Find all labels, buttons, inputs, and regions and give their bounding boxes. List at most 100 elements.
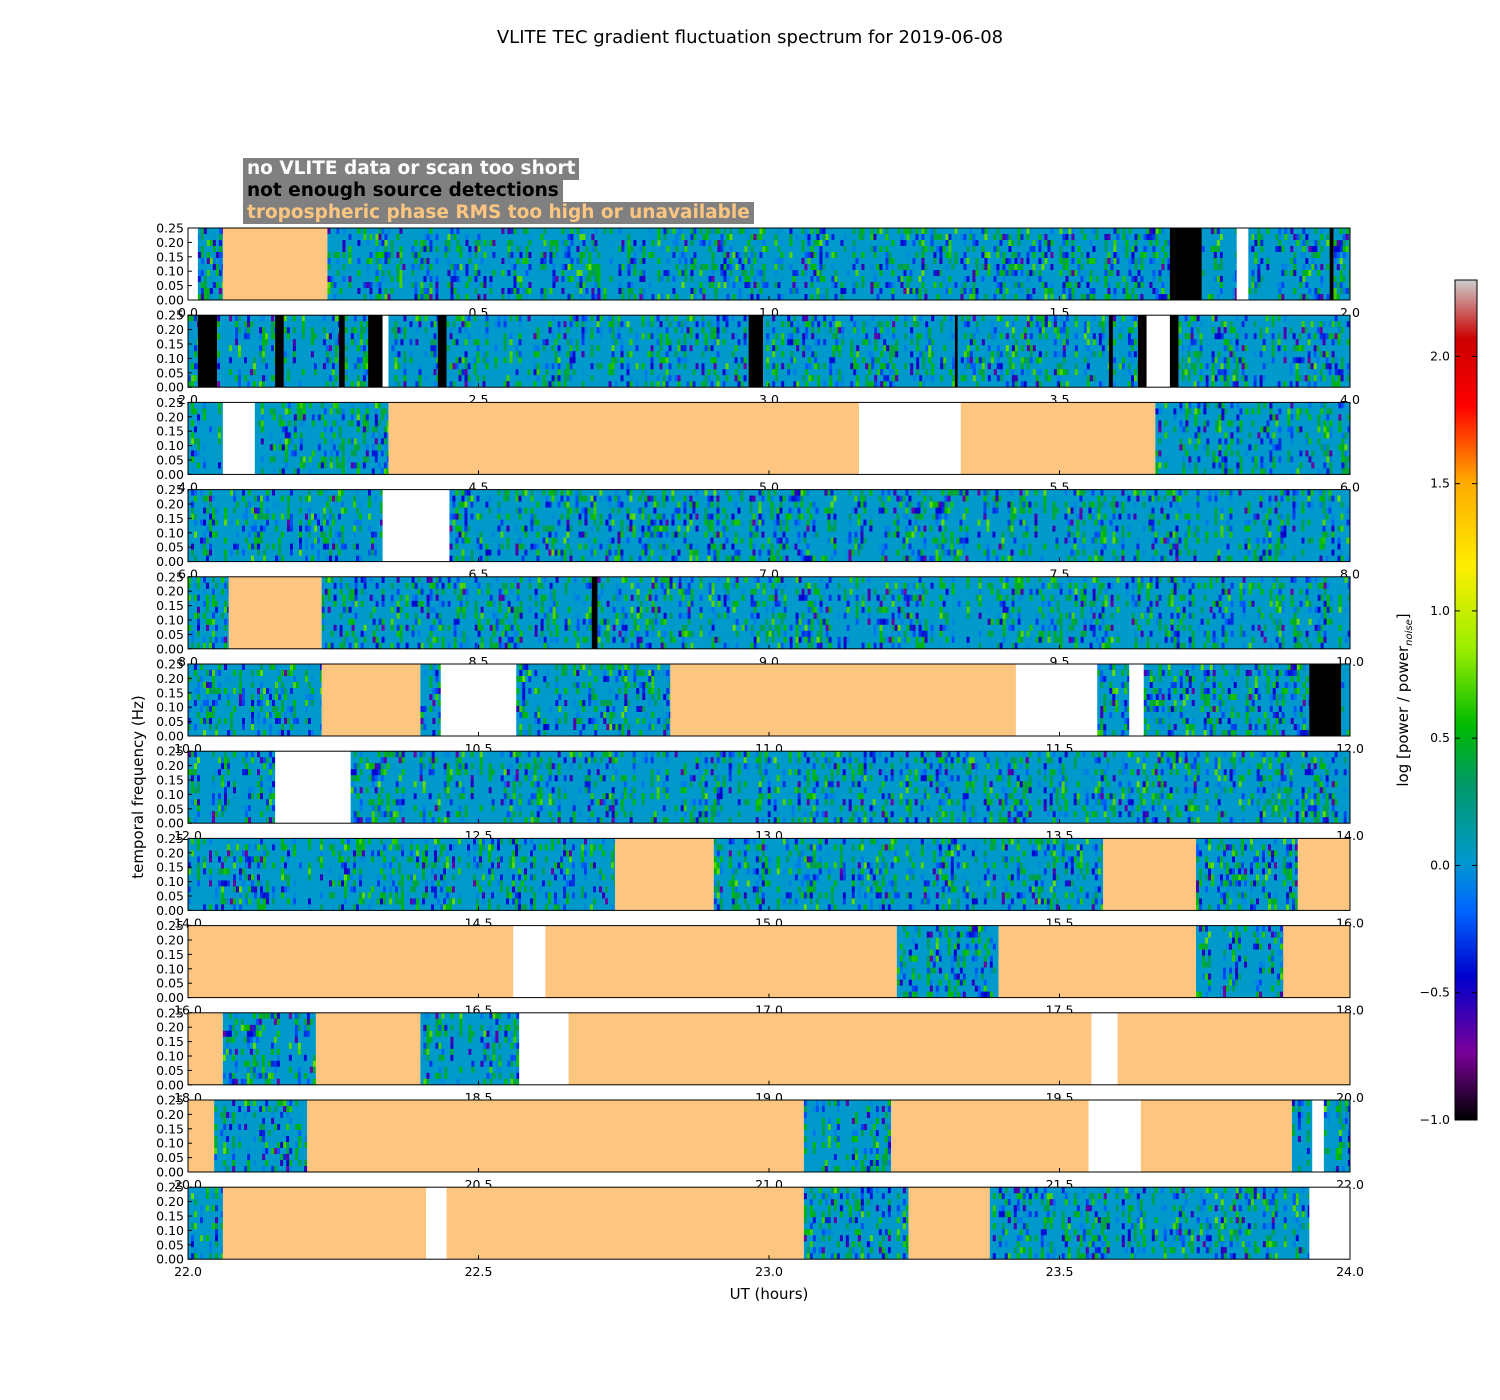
spectrum-cell (468, 234, 471, 240)
spectrum-cell (495, 288, 498, 294)
spectrum-cell (420, 294, 423, 300)
spectrum-cell (438, 270, 441, 276)
spectrum-cell (387, 270, 390, 276)
spectrum-cell (366, 264, 369, 270)
spectrum-cell (510, 246, 513, 252)
spectrum-cell (384, 264, 387, 270)
spectrum-cell (411, 264, 414, 270)
spectrum-cell (201, 288, 204, 294)
spectrum-cell (507, 270, 510, 276)
spectrum-cell (603, 252, 606, 258)
spectrum-cell (564, 228, 567, 234)
spectrum-cell (549, 258, 552, 264)
spectrum-cell (339, 276, 342, 282)
spectrum-cell (612, 264, 615, 270)
spectrum-cell (555, 234, 558, 240)
spectrum-cell (402, 246, 405, 252)
spectrum-cell (216, 258, 219, 264)
spectrum-cell (489, 258, 492, 264)
spectrum-cell (378, 234, 381, 240)
spectrum-cell (342, 288, 345, 294)
spectrum-cell (558, 282, 561, 288)
spectrum-cell (207, 258, 210, 264)
spectrum-cell (408, 270, 411, 276)
spectrum-cell (423, 264, 426, 270)
spectrum-cell (399, 258, 402, 264)
spectrum-cell (354, 228, 357, 234)
spectrum-cell (396, 294, 399, 300)
spectrum-cell (525, 234, 528, 240)
spectrum-cell (450, 252, 453, 258)
spectrum-cell (342, 282, 345, 288)
spectrum-cell (555, 228, 558, 234)
spectrum-cell (405, 234, 408, 240)
spectrum-cell (591, 246, 594, 252)
spectrum-cell (606, 246, 609, 252)
spectrum-cell (216, 234, 219, 240)
spectrum-cell (390, 258, 393, 264)
spectrum-cell (375, 234, 378, 240)
spectrum-cell (441, 234, 444, 240)
spectrum-cell (522, 276, 525, 282)
spectrum-cell (333, 270, 336, 276)
spectrum-cell (585, 288, 588, 294)
spectrum-cell (345, 276, 348, 282)
spectrum-cell (561, 246, 564, 252)
spectrum-cell (531, 264, 534, 270)
spectrum-cell (363, 234, 366, 240)
spectrum-cell (348, 252, 351, 258)
spectrum-cell (618, 282, 621, 288)
spectrum-cell (420, 246, 423, 252)
spectrum-cell (348, 258, 351, 264)
spectrum-cell (600, 246, 603, 252)
spectrum-cell (414, 288, 417, 294)
spectrum-cell (534, 234, 537, 240)
spectrum-cell (564, 264, 567, 270)
spectrum-cell (576, 288, 579, 294)
spectrum-cell (327, 288, 330, 294)
spectrum-cell (543, 282, 546, 288)
spectrum-cell (333, 288, 336, 294)
spectrum-cell (360, 228, 363, 234)
spectrum-cell (432, 270, 435, 276)
spectrum-cell (414, 282, 417, 288)
spectrum-cell (360, 234, 363, 240)
spectrum-cell (360, 258, 363, 264)
spectrum-cell (363, 294, 366, 300)
spectrum-cell (327, 246, 330, 252)
spectrum-cell (492, 294, 495, 300)
spectrum-cell (573, 228, 576, 234)
spectrum-cell (447, 264, 450, 270)
spectrum-cell (471, 288, 474, 294)
spectrum-cell (420, 282, 423, 288)
spectrum-cell (516, 252, 519, 258)
spectrum-cell (375, 288, 378, 294)
spectrum-cell (609, 240, 612, 246)
spectrum-cell (480, 228, 483, 234)
spectrum-cell (474, 258, 477, 264)
spectrum-cell (486, 258, 489, 264)
spectrum-cell (360, 240, 363, 246)
spectrum-cell (372, 270, 375, 276)
spectrum-cell (474, 246, 477, 252)
spectrum-cell (351, 270, 354, 276)
spectrum-cell (546, 270, 549, 276)
spectrum-cell (462, 282, 465, 288)
spectrum-cell (207, 282, 210, 288)
spectrum-cell (534, 276, 537, 282)
spectrum-cell (477, 258, 480, 264)
spectrum-cell (552, 258, 555, 264)
spectrum-cell (399, 282, 402, 288)
spectrum-cell (219, 252, 222, 258)
spectrum-cell (453, 228, 456, 234)
spectrum-cell (501, 264, 504, 270)
spectrum-cell (204, 240, 207, 246)
spectrum-cell (387, 288, 390, 294)
spectrum-cell (429, 234, 432, 240)
spectrum-cell (525, 246, 528, 252)
spectrum-cell (459, 264, 462, 270)
spectrum-cell (528, 264, 531, 270)
spectrum-cell (336, 282, 339, 288)
spectrum-cell (216, 282, 219, 288)
spectrum-cell (504, 234, 507, 240)
